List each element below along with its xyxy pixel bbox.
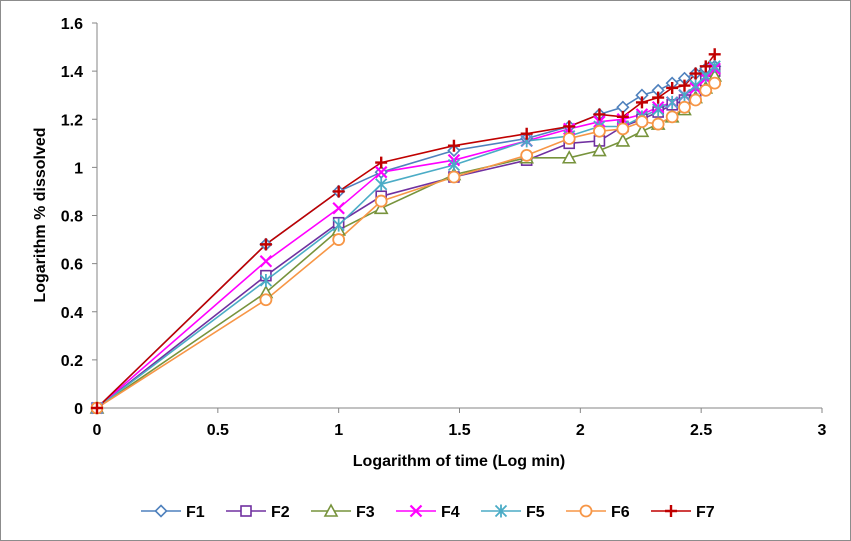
y-tick-label: 0.6 <box>61 257 83 274</box>
data-point-f3 <box>373 200 389 215</box>
series-line-f7 <box>96 53 716 409</box>
y-tick-label: 1 <box>74 160 83 177</box>
data-point-f6 <box>447 170 461 184</box>
data-point-f7 <box>593 108 606 121</box>
data-point-f4 <box>332 202 345 215</box>
data-point-f7 <box>375 156 388 169</box>
data-point-f7 <box>91 402 103 414</box>
series-markers <box>89 48 723 415</box>
data-point-f6 <box>708 76 722 90</box>
legend-marker <box>579 504 593 518</box>
legend-marker <box>665 505 677 517</box>
data-point-f5 <box>708 59 721 73</box>
data-point-f6 <box>259 293 273 307</box>
data-point-f5 <box>375 177 388 191</box>
legend-item-f5: F5 <box>481 504 545 521</box>
legend-label: F6 <box>611 504 630 521</box>
data-point-f6 <box>689 93 703 107</box>
x-tick-label: 2.5 <box>690 422 712 439</box>
data-point-f4 <box>374 165 388 179</box>
data-point-f5 <box>689 79 702 93</box>
legend-marker <box>240 505 252 517</box>
legend-marker <box>494 504 508 518</box>
x-ticks: 0 0.5 1 1.5 2 2.5 3 <box>93 408 827 439</box>
data-point-f7 <box>447 139 460 152</box>
series-points-f7 <box>91 48 721 414</box>
data-point-f6 <box>635 115 649 129</box>
y-tick-label: 1.4 <box>61 64 83 81</box>
data-point-f7 <box>652 91 665 104</box>
data-point-f7 <box>699 60 712 73</box>
data-point-f7 <box>689 67 702 80</box>
x-axis-title: Logarithm of time (Log min) <box>353 453 565 470</box>
data-point-f6 <box>665 110 679 124</box>
legend-label: F7 <box>696 504 715 521</box>
data-point-f5 <box>259 273 273 287</box>
data-point-f7 <box>563 120 576 133</box>
data-point-f6 <box>678 100 691 114</box>
legend-item-f6: F6 <box>566 504 630 521</box>
data-point-f6 <box>593 124 606 138</box>
y-tick-label: 0.4 <box>61 305 83 322</box>
y-ticks: 0 0.2 0.4 0.6 0.8 1 1.2 1.4 1.6 <box>61 16 97 418</box>
legend-label: F2 <box>271 504 290 521</box>
x-tick-label: 1 <box>334 422 343 439</box>
data-point-f5 <box>666 95 679 109</box>
legend-marker <box>154 504 168 518</box>
data-point-f7 <box>259 238 272 251</box>
data-point-f5 <box>447 158 461 172</box>
legend-label: F4 <box>441 504 460 521</box>
legend-item-f2: F2 <box>226 504 290 521</box>
data-point-f3 <box>634 123 650 138</box>
legend-label: F5 <box>526 504 545 521</box>
data-point-f6 <box>651 117 665 131</box>
data-point-f7 <box>678 79 691 92</box>
legend: F1 F2 F3 F4 F5 F6 F7 <box>141 503 715 521</box>
data-point-f4 <box>259 254 273 268</box>
data-point-f7 <box>520 127 533 140</box>
legend-label: F1 <box>186 504 205 521</box>
data-point-f7 <box>616 110 629 123</box>
legend-item-f3: F3 <box>311 503 375 521</box>
data-point-f3 <box>592 142 607 157</box>
legend-marker <box>409 504 423 518</box>
data-point-f7 <box>708 48 721 61</box>
y-tick-label: 1.2 <box>61 112 83 129</box>
y-tick-label: 0.8 <box>61 209 83 226</box>
x-tick-label: 0 <box>93 422 102 439</box>
x-tick-label: 1.5 <box>448 422 470 439</box>
x-tick-label: 3 <box>818 422 827 439</box>
data-point-f5 <box>332 218 345 232</box>
data-point-f6 <box>616 122 630 136</box>
data-point-f6 <box>562 132 576 145</box>
y-axis-title: Logarithm % dissolved <box>32 127 49 302</box>
data-point-f7 <box>666 81 679 94</box>
series-points-f6 <box>90 76 722 415</box>
legend-item-f4: F4 <box>396 504 460 521</box>
x-tick-label: 2 <box>576 422 585 439</box>
legend-marker <box>323 503 339 517</box>
series-points-f5 <box>90 59 721 415</box>
x-tick-label: 0.5 <box>207 422 229 439</box>
data-point-f5 <box>652 103 665 117</box>
data-point-f3 <box>615 133 631 147</box>
data-point-f7 <box>635 96 648 109</box>
y-tick-label: 0.2 <box>61 353 83 370</box>
data-point-f6 <box>699 83 713 97</box>
legend-item-f7: F7 <box>651 504 715 521</box>
data-point-f6 <box>374 194 388 208</box>
data-point-f7 <box>332 185 345 198</box>
y-tick-label: 0 <box>74 401 83 418</box>
y-tick-label: 1.6 <box>61 16 83 33</box>
legend-label: F3 <box>356 504 375 521</box>
series-line-f1 <box>96 65 715 409</box>
data-point-f3 <box>561 150 577 164</box>
legend-item-f1: F1 <box>141 504 205 521</box>
data-point-f6 <box>520 148 534 162</box>
data-point-f6 <box>332 233 346 246</box>
